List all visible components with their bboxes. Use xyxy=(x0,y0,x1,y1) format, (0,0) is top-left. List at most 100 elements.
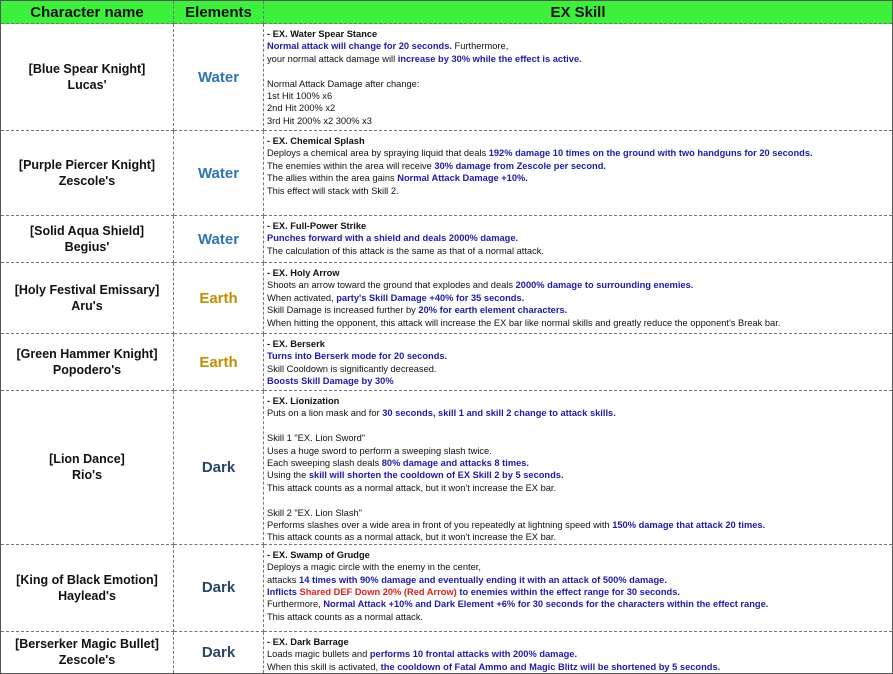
character-name: [Green Hammer Knight] Popodero's xyxy=(0,333,174,391)
ex-skill: - EX. Full-Power Strike Punches forward w… xyxy=(263,215,893,263)
skill-text: When hitting the opponent, this attack w… xyxy=(267,317,781,328)
name-line: [King of Black Emotion] xyxy=(16,572,158,587)
name-line: [Solid Aqua Shield] xyxy=(29,224,145,238)
skill-text: 2nd Hit 200% x2 xyxy=(267,103,336,114)
skill-line: Punches forward with a shield and deals … xyxy=(267,232,890,244)
skill-text: Inflicts xyxy=(267,587,300,598)
name-line: [Blue Spear Knight] xyxy=(28,62,146,76)
skill-line: Loads magic bullets and performs 10 fron… xyxy=(267,648,890,660)
skill-text: - EX. Berserk xyxy=(267,339,325,349)
skill-line: Skill 1 "EX. Lion Sword" xyxy=(267,432,890,444)
name-line: [Holy Festival Emissary] xyxy=(14,283,160,297)
skill-text: Skill 2 "EX. Lion Slash" xyxy=(267,507,362,518)
skill-line: - EX. Swamp of Grudge xyxy=(267,549,890,561)
skill-text: This effect will stack with Skill 2. xyxy=(267,185,399,196)
skill-line: Uses a huge sword to perform a sweeping … xyxy=(267,445,890,457)
skill-line: - EX. Lionization xyxy=(267,395,890,407)
name-line: Aru's xyxy=(71,299,103,313)
skill-text: attacks xyxy=(267,574,300,585)
skill-line: your normal attack damage will increase … xyxy=(267,53,890,65)
skill-paragraph: Skill 2 "EX. Lion Slash" Performs slashes… xyxy=(267,507,890,544)
table-row: [Lion Dance] Rio's Dark - EX. Lionization Pu… xyxy=(0,390,893,545)
skill-text: Shoots an arrow toward the ground that e… xyxy=(267,280,516,291)
name-line: Begius' xyxy=(64,240,110,254)
skill-line: Skill Cooldown is significantly decrease… xyxy=(267,363,890,375)
skill-text: When this skill is activated, xyxy=(267,661,381,672)
skill-text: to enemies within the effect range for 3… xyxy=(456,587,680,598)
skill-text: - EX. Swamp of Grudge xyxy=(267,549,370,560)
column-header: Elements xyxy=(173,0,264,24)
skill-line: attacks 14 times with 90% damage and eve… xyxy=(267,574,890,586)
skill-text: Normal Attack +10% and Dark Element +6% … xyxy=(323,599,769,610)
skill-text: 30% damage from Zescole per second. xyxy=(434,160,606,171)
skill-text: This attack counts as a normal attack, b… xyxy=(267,532,557,543)
ex-skill: - EX. Dark Barrage Loads magic bullets an… xyxy=(263,630,893,674)
skill-text: skill will shorten the cooldown of EX Sk… xyxy=(308,470,564,481)
skill-paragraph: - EX. Swamp of Grudge Deploys a magic cir… xyxy=(267,549,890,623)
element: Earth xyxy=(173,333,264,391)
skill-line: Performs slashes over a wide area in fro… xyxy=(267,519,890,531)
skill-text: 30 seconds, skill 1 and skill 2 change t… xyxy=(382,408,616,419)
skill-text: 192% damage 10 times on the ground with … xyxy=(488,148,813,159)
column-header: EX Skill xyxy=(263,0,893,24)
character-name: [King of Black Emotion] Haylead's xyxy=(0,543,174,632)
skill-line: Boosts Skill Damage by 30% xyxy=(267,375,890,387)
skill-text: Normal Attack Damage after change: xyxy=(267,78,420,89)
skill-text: Boosts Skill Damage by 30% xyxy=(267,376,394,387)
skill-text: Skill Cooldown is significantly decrease… xyxy=(267,363,437,374)
skill-text: - EX. Chemical Splash xyxy=(267,136,365,146)
skill-text: Normal Attack Damage +10%. xyxy=(397,173,528,184)
skill-line: When this skill is activated, the cooldo… xyxy=(267,661,890,673)
skill-text: 20% for earth element characters. xyxy=(418,305,568,316)
skill-text: Loads magic bullets and xyxy=(267,649,370,660)
ex-skill: - EX. Lionization Puts on a lion mask and… xyxy=(263,390,893,545)
skill-text: Deploys a magic circle with the enemy in… xyxy=(267,562,481,573)
skill-text: The allies within the area gains xyxy=(267,173,398,184)
skill-text: Skill Damage is increased further by xyxy=(267,305,419,316)
skill-line: Skill Damage is increased further by 20%… xyxy=(267,304,890,316)
skill-text: The calculation of this attack is the sa… xyxy=(267,245,544,256)
name-line: Rio's xyxy=(71,468,103,483)
character-name: [Blue Spear Knight] Lucas' xyxy=(0,23,174,131)
skill-line: The calculation of this attack is the sa… xyxy=(267,245,890,257)
element: Earth xyxy=(173,262,264,334)
skill-line: 3rd Hit 200% x2 300% x3 xyxy=(267,115,890,127)
name-line: Lucas' xyxy=(67,78,107,92)
skill-text: the cooldown of Fatal Ammo and Magic Bli… xyxy=(380,661,721,672)
skill-paragraph: Normal Attack Damage after change: 1st Hi… xyxy=(267,78,890,128)
character-name: [Berserker Magic Bullet] Zescole's xyxy=(0,630,174,674)
skill-line: The enemies within the area will receive… xyxy=(267,160,890,172)
skill-line: Turns into Berserk mode for 20 seconds. xyxy=(267,350,890,362)
skill-paragraph: - EX. Water Spear Stance Normal attack wi… xyxy=(267,28,890,65)
element: Dark xyxy=(173,630,264,674)
skill-text: Uses a huge sword to perform a sweeping … xyxy=(267,445,492,456)
skill-line: Each sweeping slash deals 80% damage and… xyxy=(267,457,890,469)
skill-text: 14 times with 90% damage and eventually … xyxy=(299,574,667,585)
name-line: [Berserker Magic Bullet] xyxy=(15,637,159,652)
skill-text: Skill 1 "EX. Lion Sword" xyxy=(267,433,366,444)
element: Dark xyxy=(173,543,264,632)
character-name: [Solid Aqua Shield] Begius' xyxy=(0,215,174,263)
ex-skill: - EX. Holy Arrow Shoots an arrow toward t… xyxy=(263,262,893,334)
skill-line: This attack counts as a normal attack, b… xyxy=(267,531,890,543)
element: Water xyxy=(173,215,264,263)
skill-line: - EX. Full-Power Strike xyxy=(267,220,890,232)
skill-text: Performs slashes over a wide area in fro… xyxy=(267,520,613,531)
ex-skill: - EX. Water Spear Stance Normal attack wi… xyxy=(263,23,893,131)
header-row: Character name Elements EX Skill xyxy=(0,0,893,24)
table-row: [Green Hammer Knight] Popodero's Earth - EX… xyxy=(0,333,893,391)
table-row: [Berserker Magic Bullet] Zescole's Dark - E… xyxy=(0,630,893,674)
name-line: Popodero's xyxy=(52,363,122,377)
skill-line: This effect will stack with Skill 2. xyxy=(267,185,890,197)
skill-text: Shared DEF Down 20% (Red Arrow) xyxy=(299,587,457,598)
skill-text: Furthermore, xyxy=(267,599,324,610)
table-row: [Blue Spear Knight] Lucas' Water - EX. Wate… xyxy=(0,23,893,131)
name-line: Zescole's xyxy=(58,174,116,188)
ex-skill: - EX. Berserk Turns into Berserk mode for… xyxy=(263,333,893,391)
skill-text: Each sweeping slash deals xyxy=(267,458,382,469)
skill-text: - EX. Full-Power Strike xyxy=(267,221,367,231)
ex-skill: - EX. Chemical Splash Deploys a chemical … xyxy=(263,130,893,216)
name-line: [Green Hammer Knight] xyxy=(16,347,158,361)
skill-text: This attack counts as a normal attack, b… xyxy=(267,482,557,493)
